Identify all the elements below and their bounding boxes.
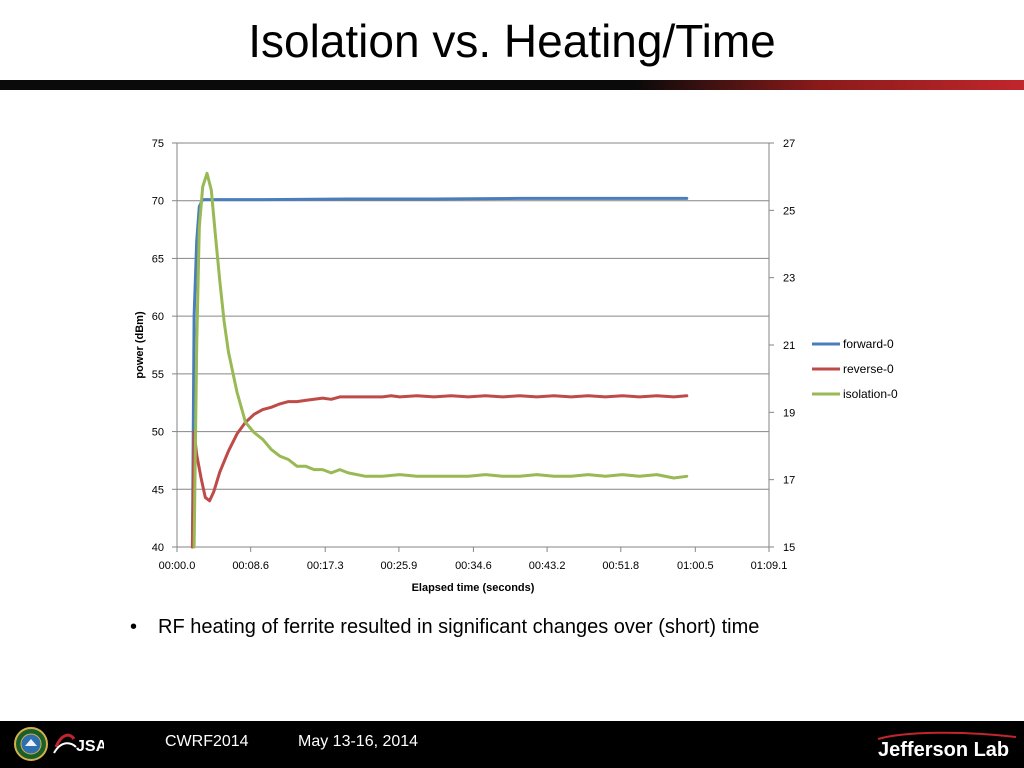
bullet-dot: • [130,616,138,638]
legend-label-isolation-0: isolation-0 [843,387,898,401]
chart-x-tick-label: 00:08.6 [232,560,269,572]
chart-y2-tick-label: 19 [783,407,795,419]
jsa-logo-text: JSA [76,738,104,755]
chart-y-tick-label: 70 [152,196,164,208]
jsa-logo: JSA [53,733,104,755]
chart-y-axis-label: power (dBm) [134,311,146,379]
chart-gridlines [177,142,769,548]
chart-series-line-reverse-0 [190,394,689,549]
chart-x-axis-label: Elapsed time (seconds) [412,582,535,594]
chart-y-tick-label: 50 [152,427,164,439]
footer-dates: May 13-16, 2014 [298,733,419,750]
chart-y-tick-label: 65 [152,253,164,265]
jefferson-lab-logo-text: Jefferson Lab [878,739,1009,761]
footer-conference: CWRF2014 [165,733,249,750]
chart-series [190,171,689,549]
chart-axes [172,142,774,552]
chart-x-tick-label: 01:00.5 [677,560,714,572]
title-divider-bar [0,80,1024,90]
chart-y2-tick-label: 27 [783,138,795,150]
chart-x-tick-label: 00:25.9 [381,560,418,572]
chart-y2-tick-label: 25 [783,205,795,217]
chart-y-tick-label: 55 [152,369,164,381]
chart-y2-tick-label: 15 [783,542,795,554]
chart-legend: forward-0 reverse-0 isolation-0 [812,337,898,401]
chart-y2-tick-label: 17 [783,475,795,487]
chart-x-tick-label: 00:17.3 [307,560,344,572]
chart-y2-tick-label: 21 [783,340,795,352]
chart-x-tick-label: 00:00.0 [159,560,196,572]
bullet-point: • RF heating of ferrite resulted in signi… [130,616,759,639]
chart-y-tick-label: 75 [152,138,164,150]
legend-label-reverse-0: reverse-0 [843,362,894,376]
chart-y2-tick-label: 23 [783,273,795,285]
chart-tick-labels: 40 45 50 55 60 65 70 75 15 17 19 21 23 25 27 00:00.0 00:… [152,138,796,572]
bullet-text: RF heating of ferrite resulted in signif… [158,616,760,638]
chart-series-line-forward-0 [190,196,689,549]
chart: 40 45 50 55 60 65 70 75 15 17 19 21 23 25 27 00:00.0 00:… [134,138,898,594]
chart-series-line-isolation-0 [192,171,689,549]
legend-label-forward-0: forward-0 [843,337,894,351]
chart-x-tick-label: 01:09.1 [751,560,788,572]
chart-x-tick-label: 00:51.8 [602,560,639,572]
chart-y-tick-label: 45 [152,484,164,496]
chart-y-tick-label: 40 [152,542,164,554]
footer-bar: JSA CWRF2014 May 13-16, 2014 Jefferson L… [0,721,1024,768]
chart-y-tick-label: 60 [152,311,164,323]
jefferson-lab-logo: Jefferson Lab [877,731,1017,761]
doe-seal-logo [14,727,48,761]
slide-title: Isolation vs. Heating/Time [248,15,776,67]
chart-x-tick-label: 00:43.2 [529,560,566,572]
chart-x-tick-label: 00:34.6 [455,560,492,572]
